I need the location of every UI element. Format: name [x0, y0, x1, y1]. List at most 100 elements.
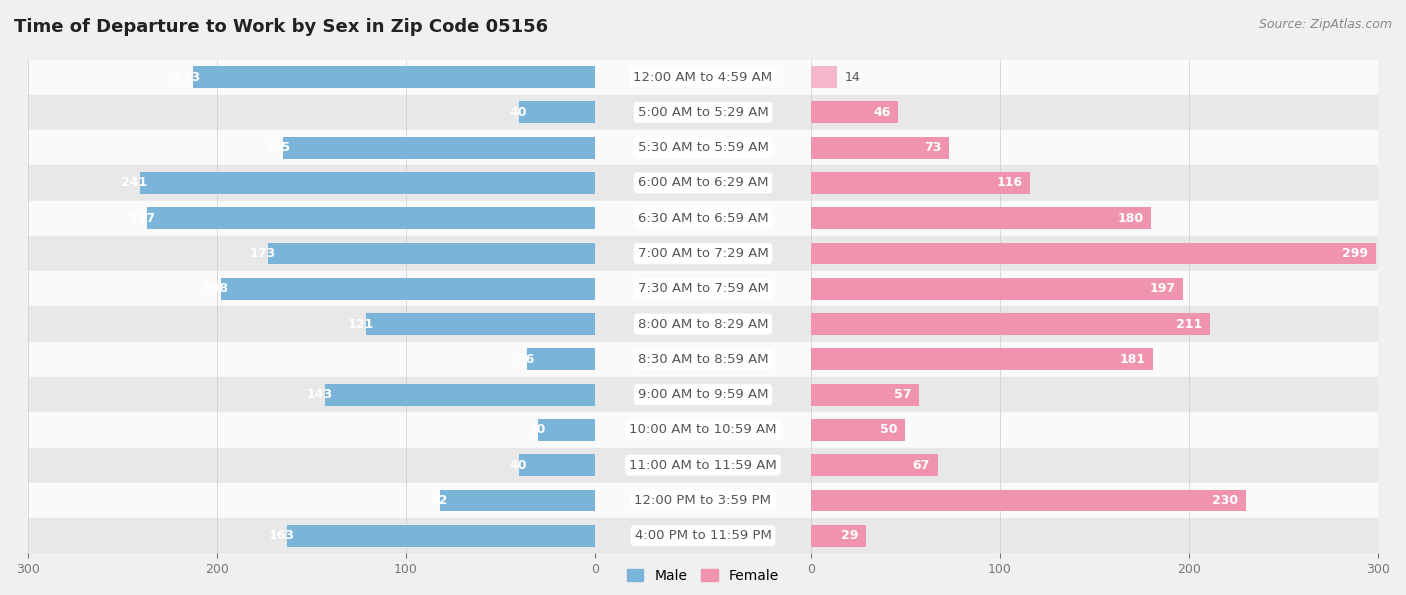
- Text: 198: 198: [202, 282, 228, 295]
- Text: 82: 82: [430, 494, 447, 507]
- Bar: [811, 447, 1378, 483]
- Bar: [811, 525, 866, 547]
- Bar: [148, 207, 595, 229]
- Bar: [811, 412, 1378, 447]
- Text: 7:30 AM to 7:59 AM: 7:30 AM to 7:59 AM: [637, 282, 769, 295]
- Text: 165: 165: [264, 141, 291, 154]
- Text: 180: 180: [1118, 212, 1143, 225]
- Text: 8:30 AM to 8:59 AM: 8:30 AM to 8:59 AM: [638, 353, 768, 366]
- Text: 14: 14: [845, 71, 860, 84]
- Bar: [28, 165, 595, 201]
- Bar: [811, 490, 1246, 511]
- Text: 8:00 AM to 8:29 AM: 8:00 AM to 8:29 AM: [638, 318, 768, 331]
- Bar: [811, 66, 838, 88]
- Bar: [269, 243, 595, 264]
- Bar: [28, 271, 595, 306]
- Text: 4:00 PM to 11:59 PM: 4:00 PM to 11:59 PM: [634, 529, 772, 542]
- Text: 30: 30: [529, 424, 546, 436]
- Bar: [28, 201, 595, 236]
- Bar: [811, 130, 1378, 165]
- Bar: [28, 306, 595, 342]
- Bar: [519, 454, 595, 476]
- Text: 5:30 AM to 5:59 AM: 5:30 AM to 5:59 AM: [637, 141, 769, 154]
- Bar: [28, 412, 595, 447]
- Bar: [595, 60, 811, 95]
- Bar: [811, 483, 1378, 518]
- Bar: [811, 95, 1378, 130]
- Text: 12:00 AM to 4:59 AM: 12:00 AM to 4:59 AM: [634, 71, 772, 84]
- Bar: [28, 483, 595, 518]
- Text: 230: 230: [1212, 494, 1239, 507]
- Text: 6:00 AM to 6:29 AM: 6:00 AM to 6:29 AM: [638, 177, 768, 189]
- Bar: [811, 172, 1031, 194]
- Text: 237: 237: [128, 212, 155, 225]
- Text: 197: 197: [1150, 282, 1175, 295]
- Bar: [811, 454, 938, 476]
- Text: 121: 121: [347, 318, 374, 331]
- Text: 6:30 AM to 6:59 AM: 6:30 AM to 6:59 AM: [638, 212, 768, 225]
- Text: 7:00 AM to 7:29 AM: 7:00 AM to 7:29 AM: [638, 247, 768, 260]
- Bar: [595, 447, 811, 483]
- Text: 241: 241: [121, 177, 148, 189]
- Bar: [595, 271, 811, 306]
- Text: 9:00 AM to 9:59 AM: 9:00 AM to 9:59 AM: [638, 388, 768, 401]
- Bar: [595, 236, 811, 271]
- Bar: [595, 201, 811, 236]
- Text: 143: 143: [307, 388, 332, 401]
- Bar: [595, 165, 811, 201]
- Legend: Male, Female: Male, Female: [621, 563, 785, 588]
- Bar: [811, 243, 1376, 264]
- Bar: [538, 419, 595, 441]
- Text: 40: 40: [509, 459, 527, 472]
- Bar: [811, 342, 1378, 377]
- Text: Source: ZipAtlas.com: Source: ZipAtlas.com: [1258, 18, 1392, 31]
- Bar: [287, 525, 595, 547]
- Bar: [28, 377, 595, 412]
- Text: 67: 67: [912, 459, 929, 472]
- Text: 11:00 AM to 11:59 AM: 11:00 AM to 11:59 AM: [628, 459, 778, 472]
- Bar: [221, 278, 595, 300]
- Text: 57: 57: [894, 388, 911, 401]
- Bar: [811, 313, 1209, 335]
- Text: 73: 73: [924, 141, 942, 154]
- Bar: [28, 447, 595, 483]
- Bar: [811, 102, 898, 123]
- Bar: [283, 137, 595, 159]
- Text: 116: 116: [997, 177, 1022, 189]
- Bar: [595, 95, 811, 130]
- Bar: [595, 130, 811, 165]
- Bar: [595, 306, 811, 342]
- Text: 46: 46: [873, 106, 890, 119]
- Bar: [811, 377, 1378, 412]
- Bar: [28, 342, 595, 377]
- Bar: [811, 137, 949, 159]
- Bar: [367, 313, 595, 335]
- Text: 10:00 AM to 10:59 AM: 10:00 AM to 10:59 AM: [630, 424, 776, 436]
- Bar: [519, 102, 595, 123]
- Bar: [811, 349, 1153, 370]
- Bar: [28, 518, 595, 553]
- Bar: [811, 165, 1378, 201]
- Bar: [811, 201, 1378, 236]
- Bar: [595, 483, 811, 518]
- Text: Time of Departure to Work by Sex in Zip Code 05156: Time of Departure to Work by Sex in Zip …: [14, 18, 548, 36]
- Text: 299: 299: [1343, 247, 1368, 260]
- Text: 29: 29: [841, 529, 858, 542]
- Bar: [811, 60, 1378, 95]
- Text: 181: 181: [1119, 353, 1146, 366]
- Text: 213: 213: [174, 71, 200, 84]
- Bar: [28, 236, 595, 271]
- Text: 163: 163: [269, 529, 295, 542]
- Bar: [527, 349, 595, 370]
- Bar: [811, 384, 918, 406]
- Bar: [811, 278, 1184, 300]
- Bar: [139, 172, 595, 194]
- Text: 36: 36: [517, 353, 534, 366]
- Bar: [595, 342, 811, 377]
- Bar: [811, 518, 1378, 553]
- Bar: [595, 412, 811, 447]
- Text: 5:00 AM to 5:29 AM: 5:00 AM to 5:29 AM: [638, 106, 768, 119]
- Bar: [811, 306, 1378, 342]
- Text: 40: 40: [509, 106, 527, 119]
- Bar: [595, 518, 811, 553]
